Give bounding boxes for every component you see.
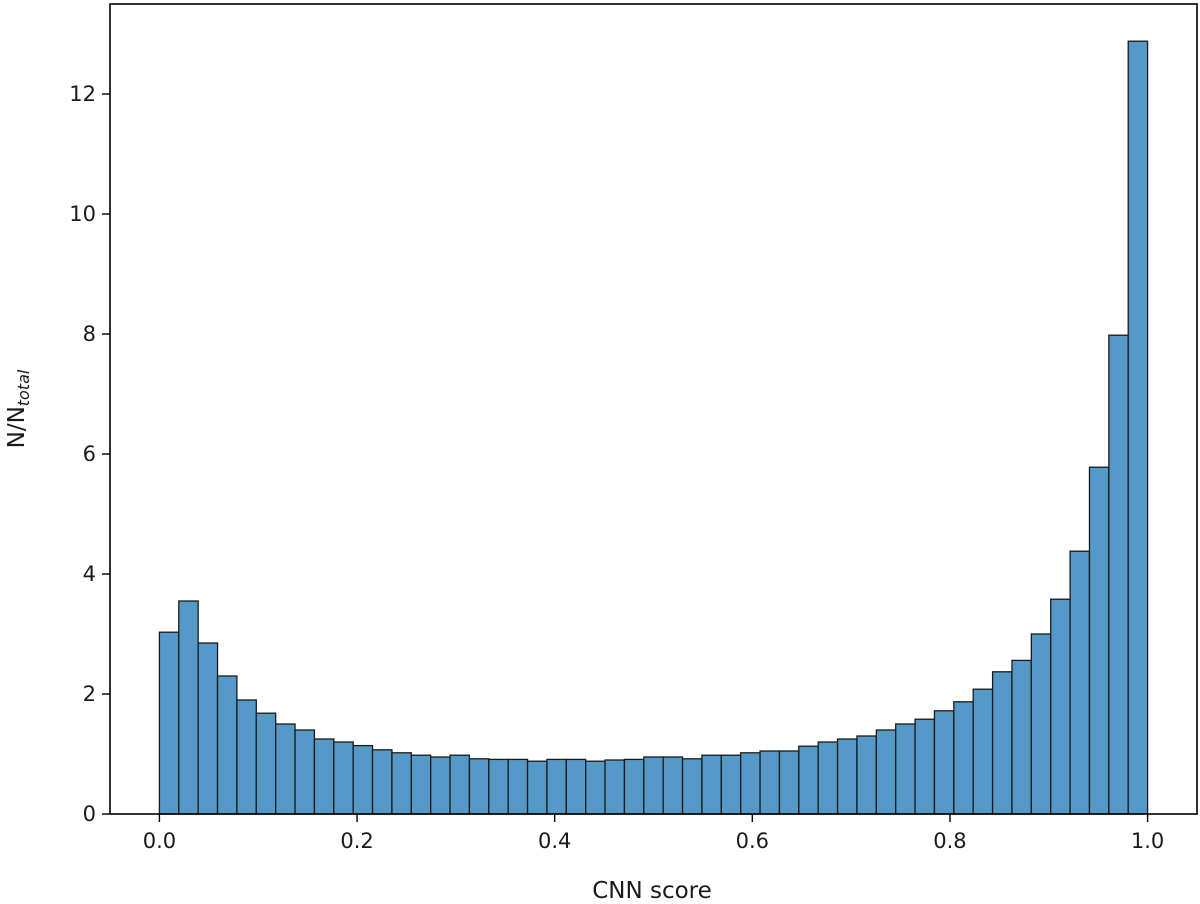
histogram-bar <box>507 758 529 815</box>
histogram-bar <box>623 758 645 815</box>
histogram-bar <box>759 750 781 815</box>
histogram-bar <box>836 738 858 815</box>
histogram-bar <box>468 758 490 815</box>
histogram-bar <box>798 745 819 815</box>
histogram-bar <box>236 699 257 815</box>
histogram-bar <box>778 750 800 815</box>
y-tick-label: 12 <box>69 82 96 106</box>
histogram-bar <box>972 688 994 815</box>
histogram-bar <box>875 729 897 815</box>
x-axis-label: CNN score <box>592 878 712 904</box>
histogram-bar <box>914 718 936 815</box>
y-axis-label-main: N/N <box>4 406 30 448</box>
plot-frame <box>109 3 1198 815</box>
y-tick-label: 6 <box>83 442 96 466</box>
histogram-bar <box>701 754 722 815</box>
histogram-bar <box>1050 598 1071 815</box>
histogram-bar <box>1127 40 1149 815</box>
y-axis-label-subscript: total <box>14 369 33 406</box>
histogram-bar <box>953 701 974 815</box>
histogram-bar <box>681 758 703 815</box>
histogram-bar <box>197 642 219 815</box>
histogram-bar <box>352 744 374 815</box>
histogram-bar <box>856 735 877 815</box>
histogram-bar <box>817 741 839 815</box>
y-tick-label: 8 <box>83 322 96 346</box>
histogram-bar <box>430 756 451 815</box>
y-tick-label: 4 <box>83 562 96 586</box>
y-tick-label: 0 <box>83 802 96 826</box>
x-tick-label: 0.6 <box>736 829 769 853</box>
histogram-bar <box>895 723 916 815</box>
histogram-bar <box>410 754 432 815</box>
histogram-bar <box>275 723 296 815</box>
histogram-bar <box>643 756 664 815</box>
histogram-bar <box>546 758 567 815</box>
x-tick-label: 0.4 <box>538 829 571 853</box>
y-tick-label: 10 <box>69 202 96 226</box>
x-tick-label: 1.0 <box>1131 829 1164 853</box>
x-tick-label: 0.0 <box>143 829 176 853</box>
histogram-bar <box>216 675 238 815</box>
histogram-bar <box>255 712 277 815</box>
y-axis-label: N/Ntotal <box>4 369 33 448</box>
histogram-bar <box>720 754 742 815</box>
histogram-bar <box>313 738 335 815</box>
histogram-bar <box>1069 550 1091 815</box>
histogram-bar <box>991 671 1013 815</box>
histogram-bar <box>1088 466 1110 815</box>
x-tick-label: 0.8 <box>933 829 966 853</box>
histogram-bar <box>585 760 606 815</box>
histogram-bar <box>565 758 587 815</box>
histogram-bar <box>158 631 180 815</box>
histogram-bar <box>371 749 393 815</box>
histogram-bar <box>488 758 509 815</box>
histogram-bar <box>294 729 316 815</box>
histogram-bar <box>604 759 626 815</box>
histogram-bar <box>391 752 412 815</box>
histogram-bar <box>1030 633 1052 815</box>
histogram-bar <box>933 710 955 815</box>
histogram-bar <box>740 752 761 815</box>
histogram-bar <box>662 756 684 815</box>
histogram-bar <box>1108 334 1129 815</box>
bars-layer <box>158 40 1149 815</box>
histogram-bar <box>333 741 354 815</box>
y-tick-label: 2 <box>83 682 96 706</box>
histogram-bar <box>526 760 548 815</box>
x-axis-ticks: 0.0 0.2 0.4 0.6 0.8 1.0 <box>143 814 1164 853</box>
y-axis-ticks: 0 2 4 6 8 10 12 <box>69 82 110 826</box>
x-tick-label: 0.2 <box>340 829 373 853</box>
histogram-bar <box>1011 659 1032 815</box>
histogram-bar <box>178 600 199 815</box>
histogram-bar <box>449 754 471 815</box>
